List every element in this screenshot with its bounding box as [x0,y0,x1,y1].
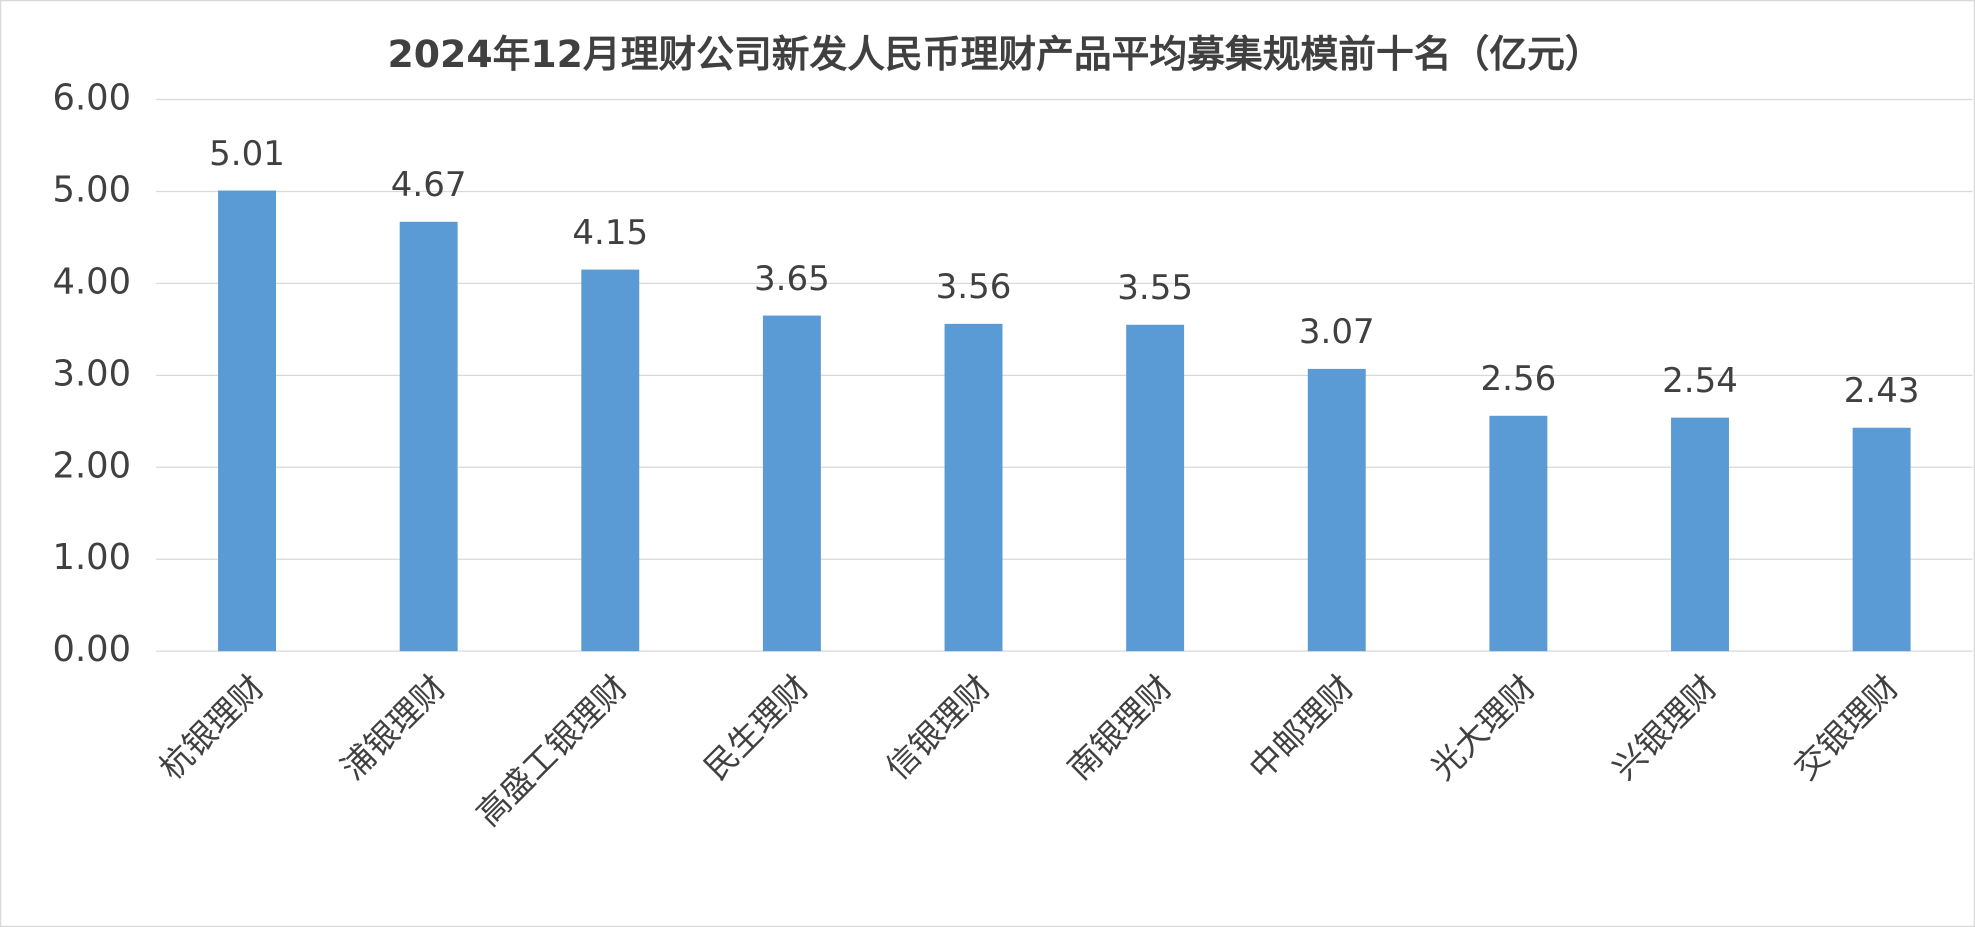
bar [1489,415,1548,652]
y-tick-label: 3.00 [53,353,132,394]
bar [399,221,458,652]
y-tick-label: 1.00 [53,537,132,578]
data-label: 4.15 [572,213,648,253]
data-label: 3.55 [1117,268,1193,308]
data-label: 3.07 [1299,312,1375,352]
data-label: 3.56 [936,267,1012,307]
y-tick-label: 5.00 [53,169,132,210]
data-label: 2.56 [1481,359,1557,399]
bar [218,190,277,652]
y-tick-label: 4.00 [53,261,132,302]
y-tick-label: 6.00 [53,78,132,119]
chart-title: 2024年12月理财公司新发人民币理财产品平均募集规模前十名（亿元） [388,32,1603,76]
bar [1671,417,1729,652]
bar [762,315,821,652]
bar [581,269,640,652]
data-label: 4.67 [391,165,467,205]
bar [1852,427,1911,652]
data-label: 2.54 [1662,361,1738,401]
data-label: 2.43 [1844,371,1920,411]
bar [1126,324,1185,652]
y-tick-label: 0.00 [53,629,132,670]
data-label: 3.65 [754,259,830,299]
data-label: 5.01 [209,134,285,174]
bar [1307,368,1366,652]
bar [944,323,1003,652]
y-tick-label: 2.00 [53,445,132,486]
